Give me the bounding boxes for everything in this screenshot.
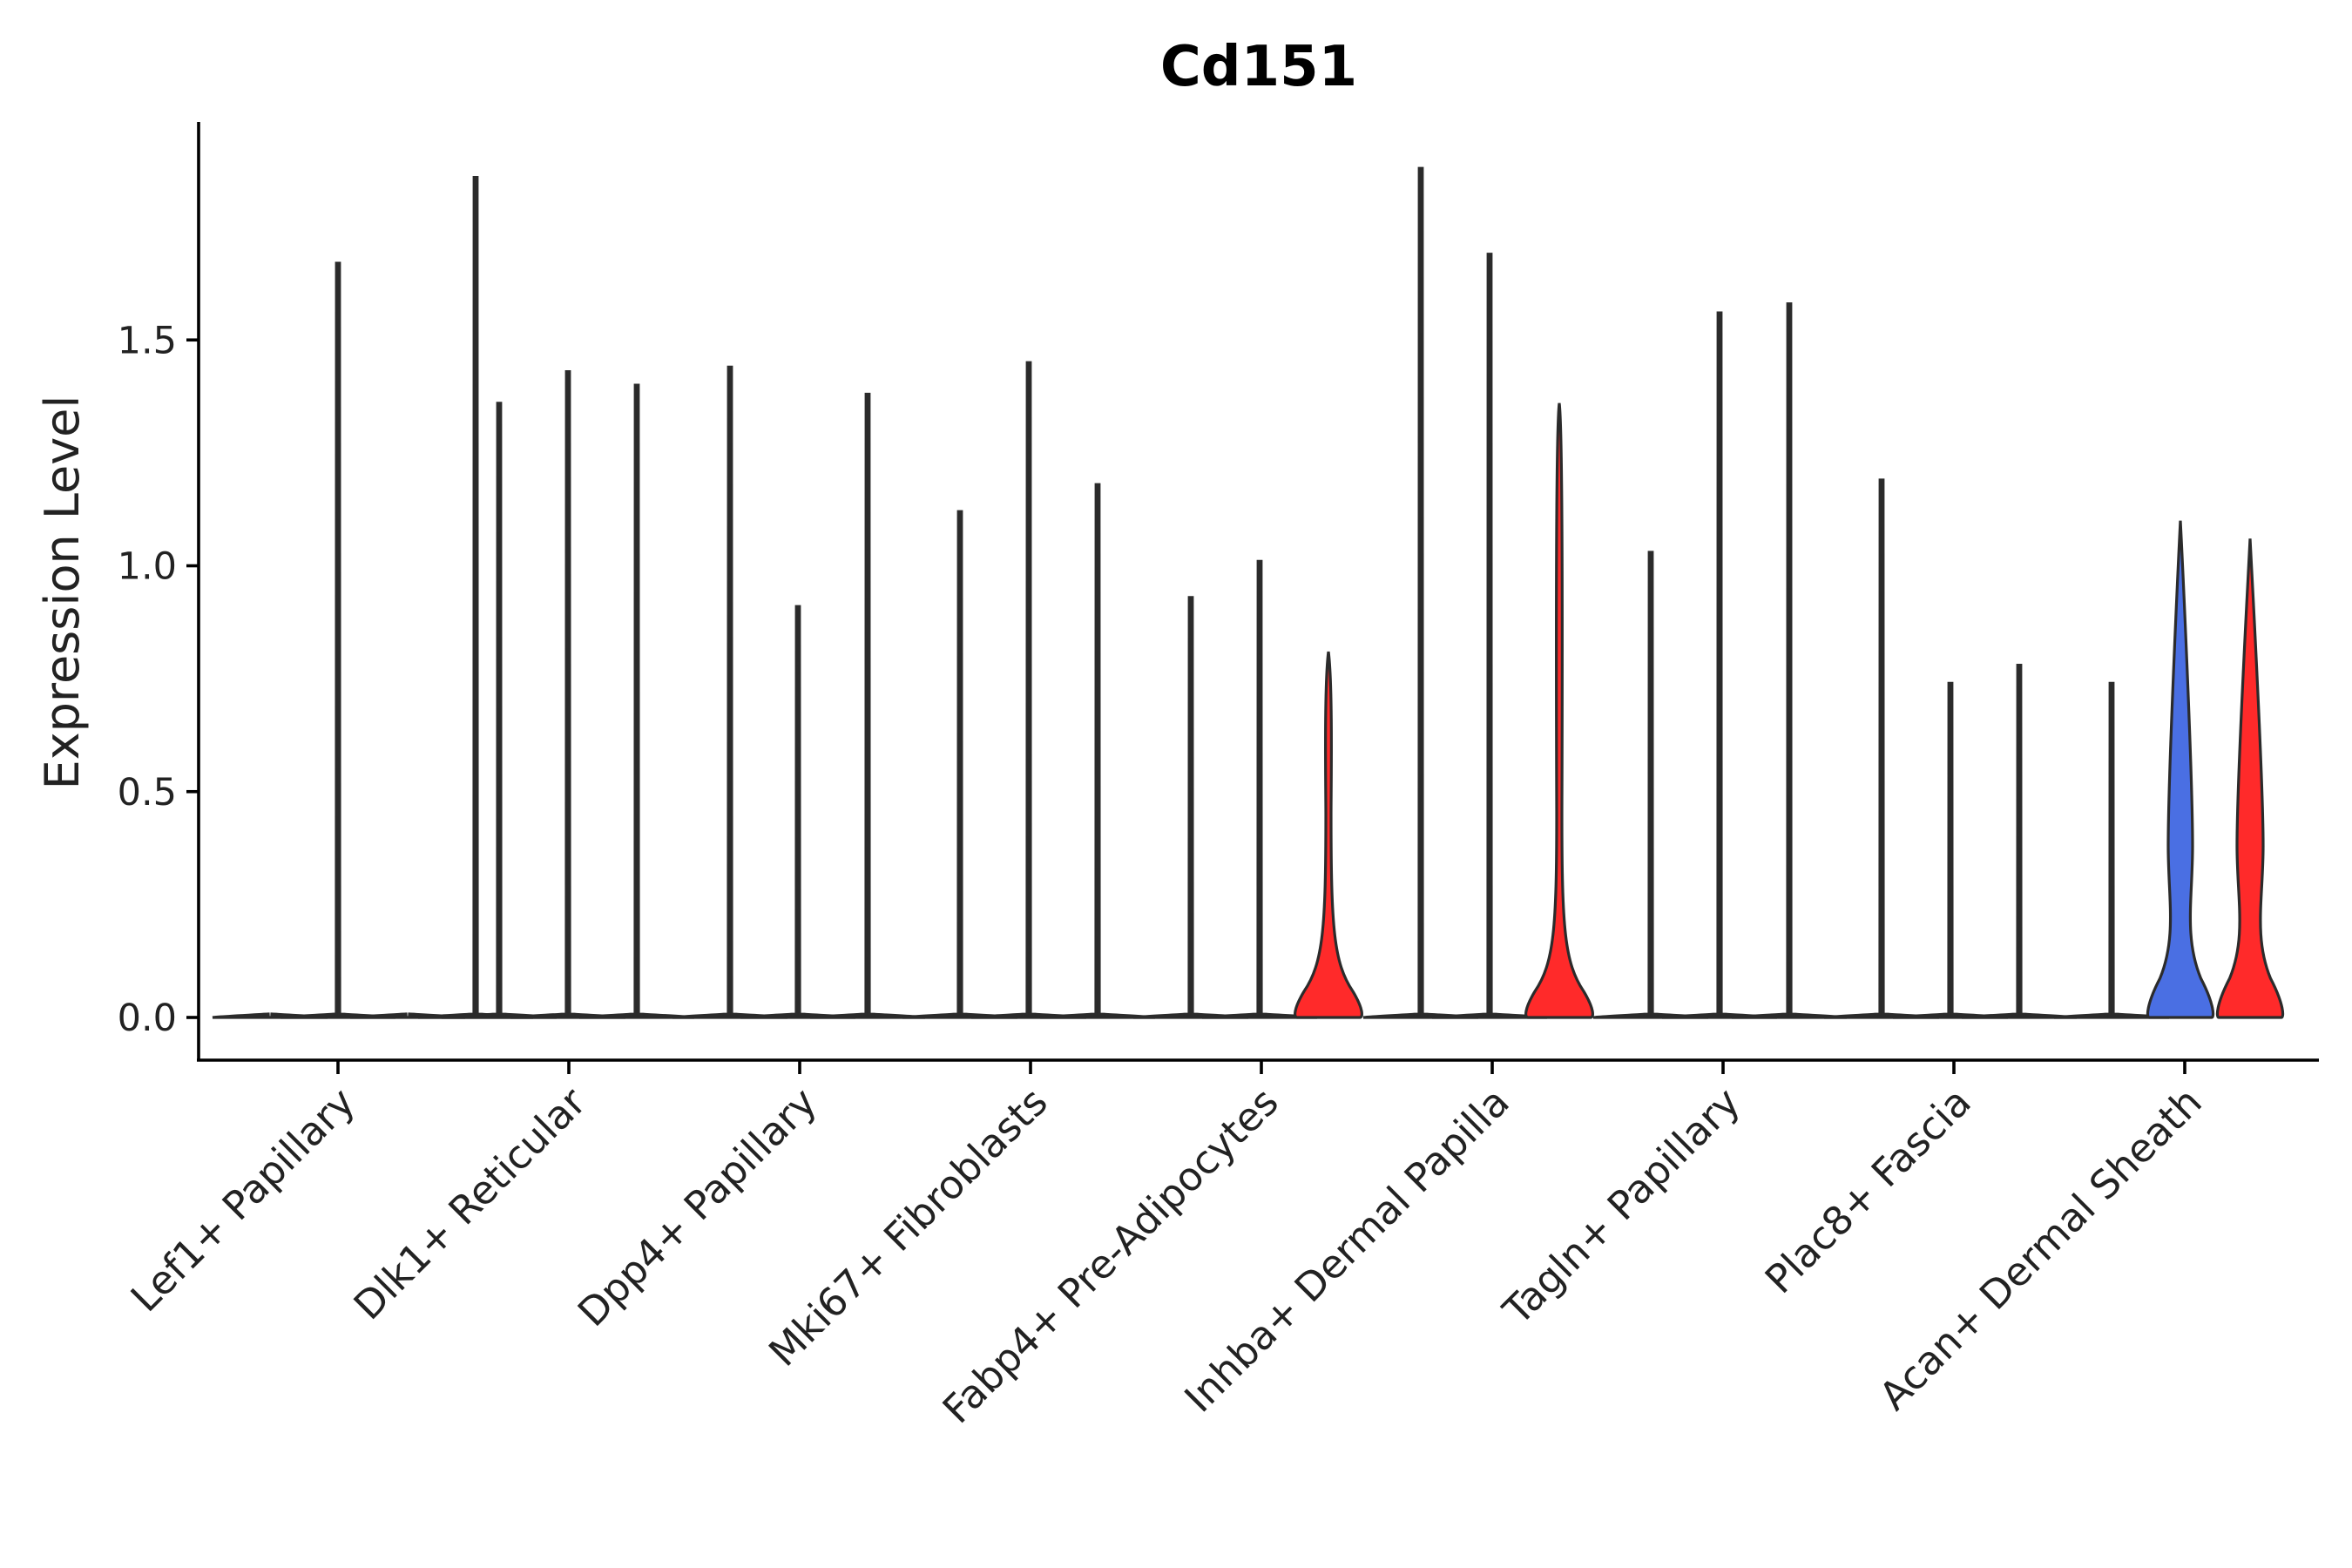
x-tick-label-lef1-papillary: Lef1+ Papillary — [122, 1078, 364, 1321]
violin-tagln-papillary-3 — [1731, 302, 1848, 1019]
violin-layer — [212, 166, 2285, 1019]
y-ticks: 0.0 0.5 1.0 1.5 — [118, 319, 199, 1040]
y-tick-label: 1.0 — [118, 545, 177, 589]
violin-fabp4-pre-adipocytes-1 — [1132, 596, 1249, 1019]
violin-tagln-papillary-1 — [1592, 551, 1709, 1019]
violin-dpp4-papillary-1 — [672, 365, 788, 1019]
violin-dpp4-papillary-3 — [809, 392, 926, 1019]
y-tick-label: 0.5 — [118, 771, 177, 814]
y-tick-label: 1.5 — [118, 319, 177, 362]
violin-dlk1-reticular-2 — [510, 369, 626, 1019]
x-tick-label-dlk1-reticular: Dlk1+ Reticular — [345, 1078, 595, 1328]
chart-title: Cd151 — [1160, 35, 1357, 99]
violin-plac8-fascia-2 — [1892, 681, 2009, 1019]
violin-inhba-dermal-papilla-1 — [1362, 166, 1479, 1019]
violin-mki67-fibroblasts-3 — [1039, 483, 1156, 1019]
violin-fabp4-pre-adipocytes-2 — [1201, 559, 1318, 1019]
y-axis-label: Expression Level — [35, 395, 90, 790]
violin-dlk1-reticular-3 — [578, 383, 695, 1019]
violin-mki67-fibroblasts-1 — [902, 510, 1018, 1019]
violin-lef1-papillary-2 — [280, 261, 396, 1019]
violin-acan-dermal-sheath-2 — [2146, 520, 2215, 1019]
x-tick-label-plac8-fascia: Plac8+ Fascia — [1756, 1078, 1980, 1302]
y-tick-label: 0.0 — [118, 997, 177, 1040]
violin-acan-dermal-sheath-1 — [2053, 681, 2170, 1019]
violin-dpp4-papillary-2 — [740, 605, 856, 1019]
violin-plac8-fascia-1 — [1823, 478, 1940, 1019]
violin-tagln-papillary-2 — [1661, 311, 1778, 1019]
violin-inhba-dermal-papilla-3 — [1524, 402, 1594, 1019]
violin-mki67-fibroblasts-2 — [970, 361, 1087, 1019]
violin-dlk1-reticular-1 — [441, 402, 558, 1019]
x-tick-label-dpp4-papillary: Dpp4+ Papillary — [569, 1078, 826, 1335]
violin-acan-dermal-sheath-3 — [2215, 538, 2285, 1019]
violin-fabp4-pre-adipocytes-3 — [1294, 651, 1363, 1019]
violin-plac8-fascia-3 — [1961, 663, 2078, 1019]
violin-lef1-papillary-4 — [417, 175, 534, 1019]
violin-inhba-dermal-papilla-2 — [1431, 253, 1548, 1019]
x-tick-label-tagln-papillary: Tagln+ Papillary — [1494, 1078, 1749, 1334]
